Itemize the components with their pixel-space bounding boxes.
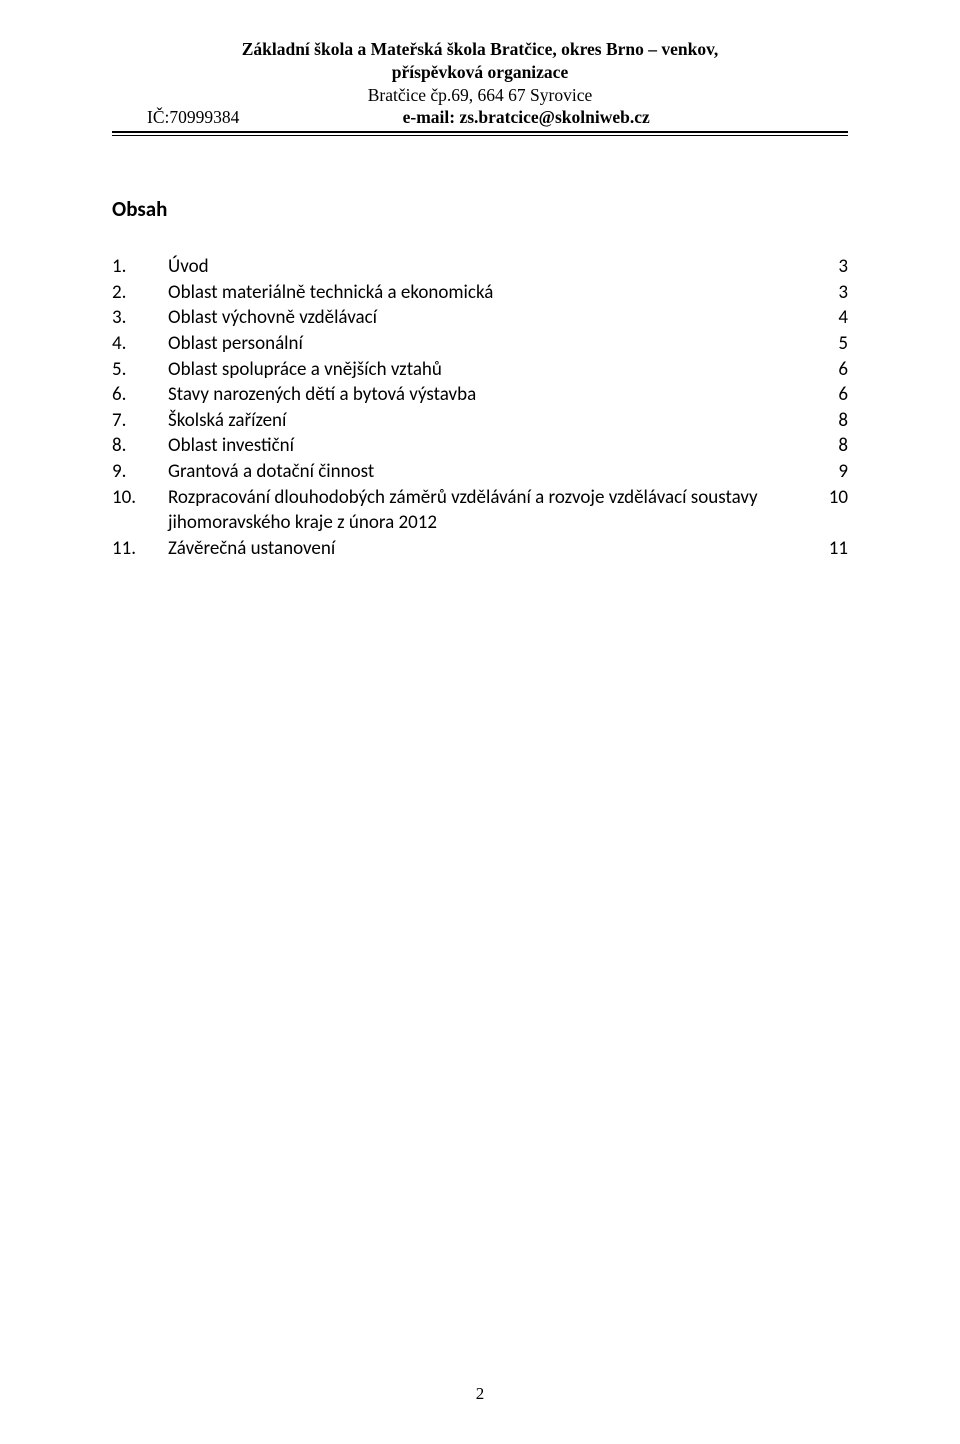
toc-page: 3 xyxy=(808,254,848,280)
toc-row: 4. Oblast personální 5 xyxy=(112,331,848,357)
toc-row: 9. Grantová a dotační činnost 9 xyxy=(112,459,848,485)
toc-row: 1. Úvod 3 xyxy=(112,254,848,280)
toc-label: Oblast výchovně vzdělávací xyxy=(168,305,808,331)
toc-label: Oblast materiálně technická a ekonomická xyxy=(168,280,808,306)
header-email: e-mail: zs.bratcice@skolniweb.cz xyxy=(239,106,813,129)
header-rule-thin xyxy=(112,135,848,136)
toc-num: 2. xyxy=(112,280,168,306)
header-contact-row: IČ:70999384 e-mail: zs.bratcice@skolniwe… xyxy=(112,106,848,129)
toc-label: Úvod xyxy=(168,254,808,280)
toc-row: 5. Oblast spolupráce a vnějších vztahů 6 xyxy=(112,357,848,383)
toc-label: Oblast personální xyxy=(168,331,808,357)
toc-page: 3 xyxy=(808,280,848,306)
toc-page: 8 xyxy=(808,408,848,434)
toc-row: 3. Oblast výchovně vzdělávací 4 xyxy=(112,305,848,331)
header-address: Bratčice čp.69, 664 67 Syrovice xyxy=(112,84,848,107)
toc-page: 10 xyxy=(808,485,848,511)
toc-label: Oblast investiční xyxy=(168,433,808,459)
toc-num: 1. xyxy=(112,254,168,280)
toc-label: Oblast spolupráce a vnějších vztahů xyxy=(168,357,808,383)
header-title-line2: příspěvková organizace xyxy=(112,61,848,84)
toc-page: 6 xyxy=(808,357,848,383)
toc-row: 2. Oblast materiálně technická a ekonomi… xyxy=(112,280,848,306)
toc-num: 9. xyxy=(112,459,168,485)
page-number: 2 xyxy=(0,1384,960,1404)
header-ic: IČ:70999384 xyxy=(147,106,239,129)
table-of-contents: 1. Úvod 3 2. Oblast materiálně technická… xyxy=(112,254,848,562)
toc-num: 3. xyxy=(112,305,168,331)
toc-num: 4. xyxy=(112,331,168,357)
header-rule-thick xyxy=(112,131,848,133)
toc-row: 7. Školská zařízení 8 xyxy=(112,408,848,434)
document-header: Základní škola a Mateřská škola Bratčice… xyxy=(112,38,848,136)
toc-label: Stavy narozených dětí a bytová výstavba xyxy=(168,382,808,408)
document-page: Základní škola a Mateřská škola Bratčice… xyxy=(0,0,960,1444)
toc-num: 5. xyxy=(112,357,168,383)
toc-num: 10. xyxy=(112,485,168,511)
toc-page: 5 xyxy=(808,331,848,357)
toc-num: 11. xyxy=(112,536,168,562)
toc-row: 11. Závěrečná ustanovení 11 xyxy=(112,536,848,562)
toc-num: 8. xyxy=(112,433,168,459)
toc-page: 4 xyxy=(808,305,848,331)
toc-page: 8 xyxy=(808,433,848,459)
toc-label: Grantová a dotační činnost xyxy=(168,459,808,485)
toc-label: Rozpracování dlouhodobých záměrů vzděláv… xyxy=(168,485,808,536)
toc-row: 10. Rozpracování dlouhodobých záměrů vzd… xyxy=(112,485,848,536)
toc-row: 8. Oblast investiční 8 xyxy=(112,433,848,459)
toc-page: 9 xyxy=(808,459,848,485)
header-title-line1: Základní škola a Mateřská škola Bratčice… xyxy=(112,38,848,61)
toc-page: 11 xyxy=(808,536,848,562)
toc-page: 6 xyxy=(808,382,848,408)
toc-label: Školská zařízení xyxy=(168,408,808,434)
toc-num: 6. xyxy=(112,382,168,408)
toc-row: 6. Stavy narozených dětí a bytová výstav… xyxy=(112,382,848,408)
toc-num: 7. xyxy=(112,408,168,434)
section-title-obsah: Obsah xyxy=(112,196,848,222)
toc-label: Závěrečná ustanovení xyxy=(168,536,808,562)
